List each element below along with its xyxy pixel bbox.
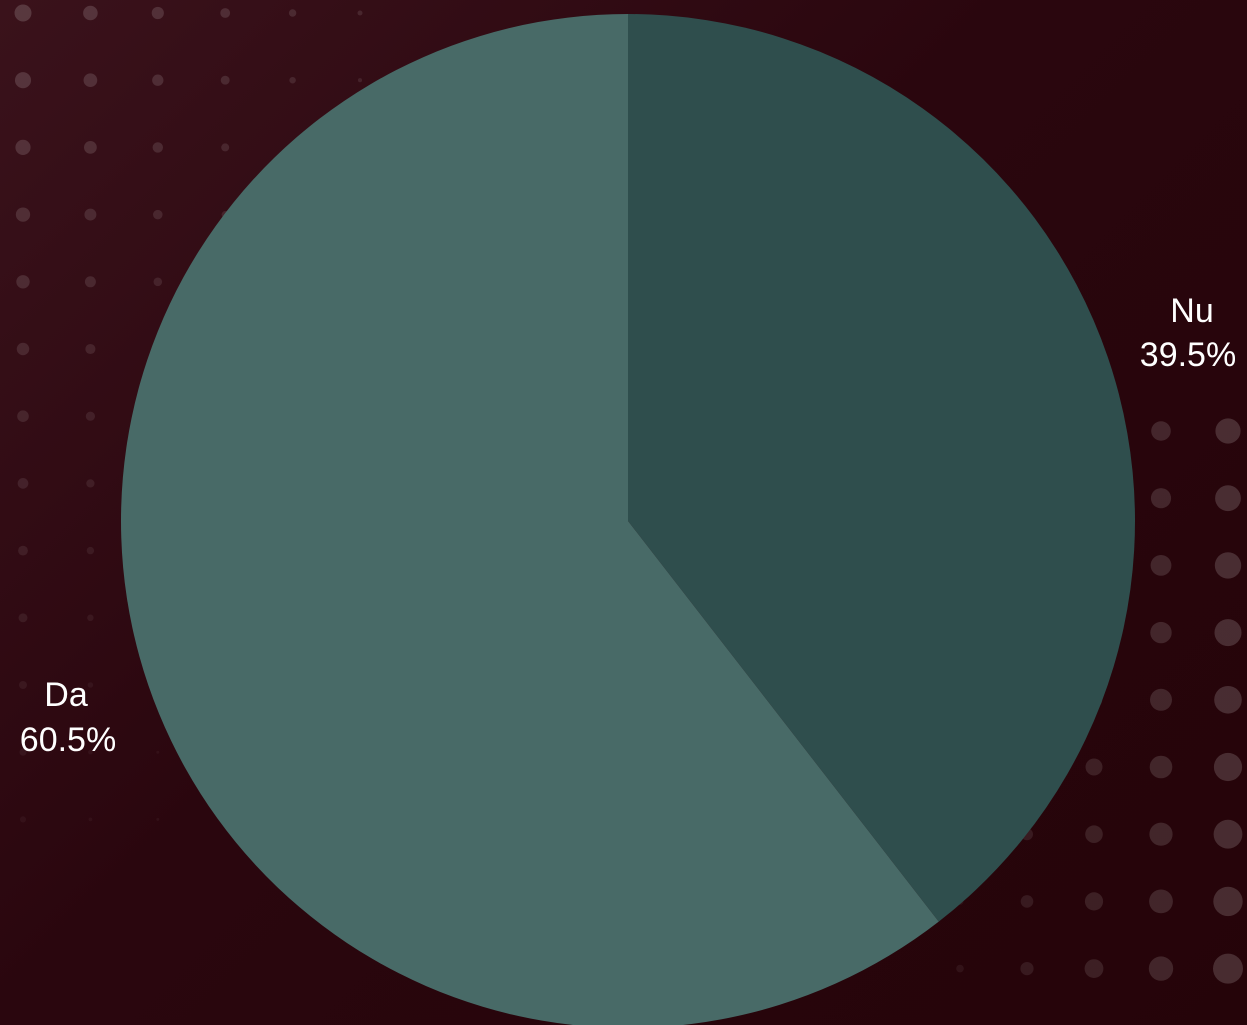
slice-label-nu-percent: 39.5% <box>1140 336 1236 374</box>
background-dot <box>1215 418 1241 444</box>
background-dot <box>1084 959 1104 978</box>
background-dot <box>88 749 93 755</box>
background-dot <box>1150 488 1172 509</box>
background-dot <box>19 816 27 823</box>
background-dot <box>152 142 163 153</box>
background-dot <box>16 342 30 356</box>
background-dot <box>86 479 95 488</box>
background-dot <box>19 748 27 756</box>
background-dot <box>1150 555 1172 576</box>
background-dot <box>16 275 30 289</box>
background-dot <box>1213 819 1243 849</box>
background-dot <box>357 10 363 16</box>
background-dot <box>152 74 164 86</box>
background-dot <box>1084 892 1104 911</box>
background-dot <box>85 343 96 355</box>
background-dot <box>956 964 964 973</box>
background-dot <box>15 139 31 155</box>
background-dot <box>83 5 98 21</box>
background-dot <box>1149 822 1173 846</box>
background-dot <box>1148 956 1174 981</box>
background-dot <box>220 75 230 85</box>
background-dot <box>1213 886 1243 917</box>
background-dot <box>1214 686 1242 714</box>
background-dot <box>289 76 296 84</box>
background-dot <box>156 817 160 821</box>
background-dot <box>1213 752 1243 782</box>
background-dot <box>1215 485 1241 512</box>
background-dot <box>1213 953 1243 984</box>
background-dot <box>288 9 297 17</box>
background-dot <box>88 817 93 822</box>
pie-slices <box>121 14 1136 1025</box>
background-dot <box>14 72 32 89</box>
background-dot <box>1214 552 1242 579</box>
background-dot <box>1214 619 1242 647</box>
background-dot <box>153 277 163 287</box>
background-dot <box>156 750 160 754</box>
background-dot <box>84 208 97 221</box>
slice-label-da-name: Da <box>44 676 88 714</box>
background-dot <box>15 207 31 222</box>
background-dot <box>19 681 27 689</box>
background-dot <box>153 209 163 220</box>
background-dot <box>151 6 164 20</box>
background-dot <box>1020 962 1034 976</box>
background-dot <box>83 73 98 88</box>
background-dot <box>14 4 32 22</box>
pie-labels: Nu 39.5% Da 60.5% <box>20 292 1236 759</box>
background-dot <box>17 410 29 423</box>
background-dot <box>357 78 363 83</box>
background-dot <box>221 143 230 152</box>
background-dot <box>87 614 94 622</box>
background-dot <box>84 141 97 154</box>
slice-label-da-percent: 60.5% <box>20 721 116 759</box>
background-dot <box>1020 895 1034 908</box>
background-dot <box>84 276 96 288</box>
background-dot <box>1150 688 1172 711</box>
background-dot <box>86 546 95 555</box>
pie-slice-nu <box>628 14 1136 922</box>
background-dot <box>18 545 28 556</box>
background-dot <box>87 682 94 688</box>
background-dot <box>1149 755 1173 779</box>
slice-label-nu-name: Nu <box>1170 292 1213 330</box>
background-dot <box>1150 621 1172 644</box>
background-dot <box>1085 825 1103 843</box>
background-dot <box>85 411 95 421</box>
background-dot <box>1151 421 1171 441</box>
background-dot <box>1085 758 1103 776</box>
background-dot <box>220 8 231 18</box>
background-dot <box>18 613 28 623</box>
background-dot <box>17 478 29 489</box>
pie-slice-da <box>121 14 939 1025</box>
background-dot <box>1149 889 1173 914</box>
